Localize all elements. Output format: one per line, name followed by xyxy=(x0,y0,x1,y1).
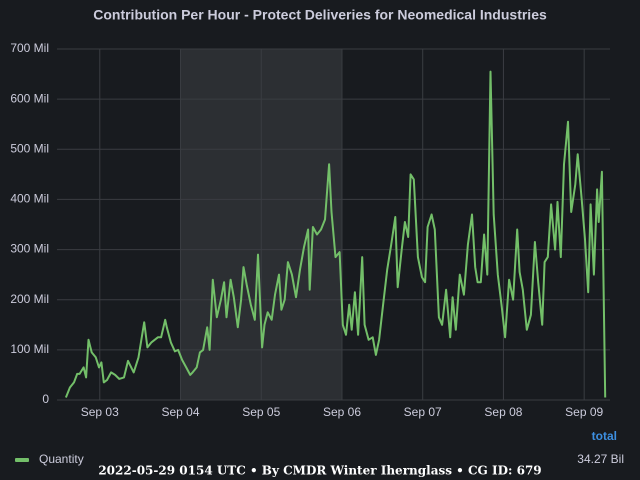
x-tick-label: Sep 03 xyxy=(81,405,119,419)
x-tick-label: Sep 08 xyxy=(484,405,522,419)
y-tick-label: 500 Mil xyxy=(10,141,49,155)
legend-header: total xyxy=(592,429,617,443)
y-tick-label: 200 Mil xyxy=(10,292,49,306)
y-tick-label: 300 Mil xyxy=(10,242,49,256)
footer: 2022-05-29 0154 UTC • By CMDR Winter Ihe… xyxy=(98,464,541,478)
x-tick-label: Sep 06 xyxy=(323,405,361,419)
legend-label: Quantity xyxy=(39,452,84,466)
x-tick-label: Sep 07 xyxy=(404,405,442,419)
y-tick-label: 700 Mil xyxy=(10,41,49,55)
chart-title: Contribution Per Hour - Protect Deliveri… xyxy=(93,7,547,23)
legend-swatch xyxy=(15,458,29,462)
x-tick-label: Sep 04 xyxy=(161,405,199,419)
y-tick-label: 600 Mil xyxy=(10,91,49,105)
legend-total: 34.27 Bil xyxy=(577,452,624,466)
data-line xyxy=(64,70,607,398)
y-tick-label: 400 Mil xyxy=(10,192,49,206)
x-tick-label: Sep 05 xyxy=(242,405,280,419)
y-tick-label: 100 Mil xyxy=(10,342,49,356)
y-tick-label: 0 xyxy=(42,392,49,406)
x-tick-label: Sep 09 xyxy=(565,405,603,419)
